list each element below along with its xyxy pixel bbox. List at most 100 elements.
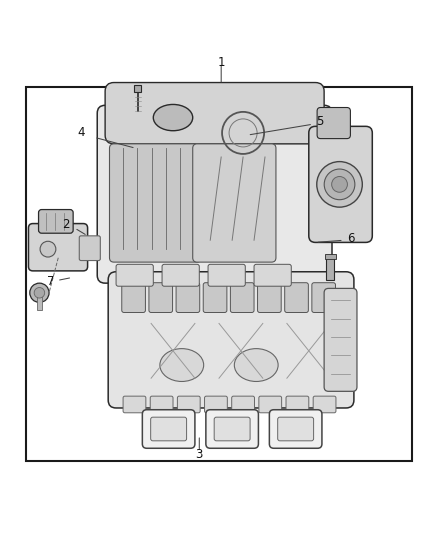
FancyBboxPatch shape [285, 282, 308, 312]
Circle shape [30, 283, 49, 302]
Ellipse shape [234, 349, 278, 382]
Line: 2 pts: 2 pts [232, 157, 243, 240]
Point [149, 145, 154, 151]
Point [348, 370, 353, 377]
FancyBboxPatch shape [258, 282, 281, 312]
Point [138, 108, 143, 114]
Line: 2 pts: 2 pts [219, 324, 263, 378]
Point [192, 375, 198, 382]
Point [328, 352, 333, 359]
Text: 7: 7 [46, 276, 54, 288]
FancyBboxPatch shape [123, 396, 146, 413]
Point [52, 227, 57, 233]
FancyBboxPatch shape [116, 264, 153, 286]
FancyBboxPatch shape [79, 236, 100, 261]
Point [148, 320, 154, 327]
Point [43, 209, 49, 216]
Point [133, 93, 138, 100]
Point [348, 316, 353, 322]
Point [328, 375, 333, 382]
Point [348, 334, 353, 340]
FancyBboxPatch shape [269, 410, 322, 448]
FancyBboxPatch shape [97, 106, 332, 283]
FancyBboxPatch shape [110, 144, 201, 262]
Ellipse shape [160, 349, 204, 382]
Point [56, 255, 61, 261]
Point [262, 154, 268, 160]
Point [133, 103, 138, 109]
Point [348, 297, 353, 303]
Point [148, 375, 154, 382]
Point [138, 98, 143, 104]
Point [240, 154, 246, 160]
Point [219, 154, 224, 160]
Circle shape [34, 287, 45, 298]
Point [208, 237, 213, 244]
Point [178, 246, 183, 252]
Ellipse shape [153, 104, 193, 131]
Bar [26, 87, 412, 462]
FancyBboxPatch shape [150, 396, 173, 413]
Point [134, 246, 140, 252]
Point [284, 375, 290, 382]
Text: 5: 5 [316, 116, 323, 128]
Text: 3: 3 [196, 448, 203, 462]
Point [133, 98, 138, 104]
FancyBboxPatch shape [105, 83, 324, 144]
Bar [326, 255, 334, 280]
FancyBboxPatch shape [176, 282, 200, 312]
Point [120, 145, 125, 151]
FancyBboxPatch shape [149, 282, 173, 312]
Bar [37, 293, 42, 310]
FancyBboxPatch shape [309, 126, 372, 243]
Point [230, 237, 235, 244]
FancyBboxPatch shape [193, 144, 276, 262]
Point [61, 209, 66, 216]
Point [135, 85, 141, 92]
Point [260, 375, 265, 382]
Point [134, 145, 140, 151]
Point [138, 93, 143, 100]
FancyBboxPatch shape [205, 396, 227, 413]
Line: 2 pts: 2 pts [254, 157, 265, 240]
FancyBboxPatch shape [259, 396, 282, 413]
Line: 2 pts: 2 pts [151, 324, 195, 378]
FancyBboxPatch shape [208, 264, 245, 286]
Point [163, 145, 169, 151]
Point [192, 320, 198, 327]
Circle shape [317, 161, 362, 207]
FancyBboxPatch shape [324, 288, 357, 391]
FancyBboxPatch shape [214, 417, 250, 441]
FancyBboxPatch shape [142, 410, 195, 448]
Text: 6: 6 [346, 231, 354, 245]
FancyBboxPatch shape [177, 396, 200, 413]
FancyBboxPatch shape [28, 223, 88, 271]
FancyBboxPatch shape [206, 410, 258, 448]
Point [328, 370, 333, 377]
Circle shape [332, 176, 347, 192]
FancyBboxPatch shape [232, 396, 254, 413]
Point [260, 320, 265, 327]
Point [61, 227, 66, 233]
FancyBboxPatch shape [203, 282, 227, 312]
Point [163, 246, 169, 252]
Point [133, 108, 138, 114]
Point [138, 103, 143, 109]
Point [52, 209, 57, 216]
Line: 2 pts: 2 pts [287, 324, 331, 378]
FancyBboxPatch shape [313, 396, 336, 413]
Line: 2 pts: 2 pts [219, 324, 263, 378]
FancyBboxPatch shape [162, 264, 199, 286]
Point [135, 108, 141, 114]
Bar [325, 254, 336, 259]
Circle shape [324, 169, 355, 200]
FancyBboxPatch shape [230, 282, 254, 312]
FancyBboxPatch shape [278, 417, 314, 441]
Point [284, 320, 290, 327]
Point [120, 246, 125, 252]
Point [348, 352, 353, 359]
Text: 1: 1 [217, 56, 225, 69]
Circle shape [40, 241, 56, 257]
Point [149, 246, 154, 252]
Line: 2 pts: 2 pts [210, 157, 221, 240]
